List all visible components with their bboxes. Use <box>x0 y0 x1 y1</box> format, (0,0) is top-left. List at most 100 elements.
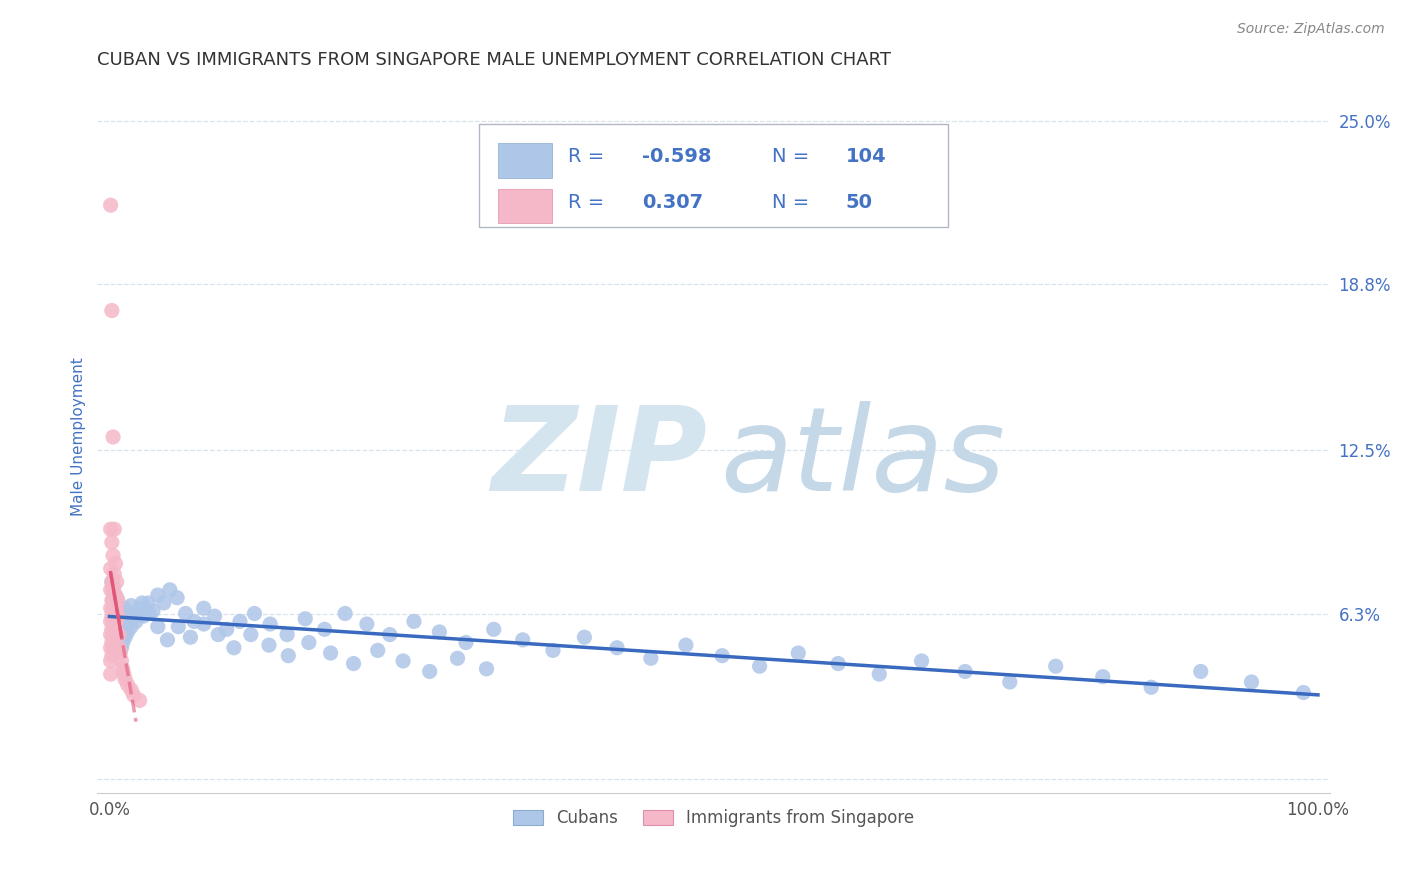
Point <box>1189 665 1212 679</box>
Point <box>108 640 131 655</box>
Point <box>319 646 342 660</box>
Point <box>1045 659 1067 673</box>
Text: R =: R = <box>568 147 610 167</box>
Point <box>179 630 201 644</box>
Point <box>342 657 364 671</box>
Text: N =: N = <box>772 147 815 167</box>
Point <box>105 574 128 589</box>
Point <box>419 665 441 679</box>
Point <box>100 627 122 641</box>
Point <box>100 198 122 212</box>
Text: ZIP: ZIP <box>492 401 707 516</box>
Point <box>110 615 132 629</box>
Point <box>103 624 125 639</box>
Point <box>333 607 356 621</box>
Point <box>125 609 148 624</box>
Point <box>101 430 124 444</box>
Point <box>108 627 131 641</box>
Point <box>112 601 135 615</box>
Point <box>159 582 181 597</box>
Point <box>105 601 128 615</box>
Point <box>193 617 215 632</box>
Point <box>239 627 262 641</box>
Point <box>910 654 932 668</box>
Point <box>122 607 145 621</box>
Point <box>512 632 534 647</box>
Point <box>183 615 205 629</box>
Point <box>606 640 628 655</box>
Point <box>101 627 124 641</box>
Text: -0.598: -0.598 <box>643 147 711 167</box>
Point <box>101 535 124 549</box>
FancyBboxPatch shape <box>498 188 553 223</box>
Point <box>1140 680 1163 694</box>
Point <box>103 601 125 615</box>
Text: 50: 50 <box>845 193 873 211</box>
Text: R =: R = <box>568 193 610 211</box>
Point <box>276 627 298 641</box>
Point <box>105 615 128 629</box>
Point <box>748 659 770 673</box>
Point <box>101 623 124 637</box>
Point <box>100 640 122 655</box>
Point <box>117 624 139 639</box>
Text: CUBAN VS IMMIGRANTS FROM SINGAPORE MALE UNEMPLOYMENT CORRELATION CHART: CUBAN VS IMMIGRANTS FROM SINGAPORE MALE … <box>97 51 891 69</box>
Point <box>112 623 135 637</box>
Point <box>298 635 321 649</box>
Point <box>108 615 131 629</box>
Point <box>167 620 190 634</box>
Point <box>120 620 142 634</box>
Point <box>207 627 229 641</box>
Point <box>107 620 129 634</box>
Point <box>101 582 124 597</box>
Point <box>111 662 134 676</box>
Text: atlas: atlas <box>720 401 1005 516</box>
Point <box>112 667 135 681</box>
Point <box>402 615 425 629</box>
Point <box>105 601 128 615</box>
Point <box>138 607 160 621</box>
Point <box>787 646 810 660</box>
Point <box>222 640 245 655</box>
Point <box>259 617 281 632</box>
Point <box>146 588 169 602</box>
Point <box>103 609 125 624</box>
Point <box>103 588 125 602</box>
Point <box>294 612 316 626</box>
Point <box>204 609 226 624</box>
Point <box>108 627 131 641</box>
Point <box>1240 675 1263 690</box>
Point <box>174 607 197 621</box>
Point <box>100 562 122 576</box>
Point <box>101 593 124 607</box>
Point <box>101 574 124 589</box>
Point <box>541 643 564 657</box>
Point <box>100 654 122 668</box>
Point <box>640 651 662 665</box>
Point <box>100 667 122 681</box>
FancyBboxPatch shape <box>498 144 553 178</box>
Point <box>104 588 127 602</box>
Point <box>711 648 734 663</box>
Y-axis label: Male Unemployment: Male Unemployment <box>72 358 86 516</box>
Point <box>136 596 159 610</box>
Point <box>146 620 169 634</box>
Point <box>128 693 150 707</box>
Point <box>107 609 129 624</box>
Point <box>101 574 124 589</box>
Point <box>378 627 401 641</box>
Text: Source: ZipAtlas.com: Source: ZipAtlas.com <box>1237 22 1385 37</box>
Point <box>128 601 150 615</box>
Point <box>103 566 125 581</box>
Point <box>101 609 124 624</box>
Point <box>100 601 122 615</box>
Point <box>101 549 124 563</box>
Point <box>215 623 238 637</box>
Point <box>101 580 124 594</box>
Point <box>153 596 176 610</box>
Point <box>107 604 129 618</box>
Point <box>277 648 299 663</box>
Point <box>108 617 131 632</box>
Point <box>392 654 415 668</box>
Point <box>107 593 129 607</box>
